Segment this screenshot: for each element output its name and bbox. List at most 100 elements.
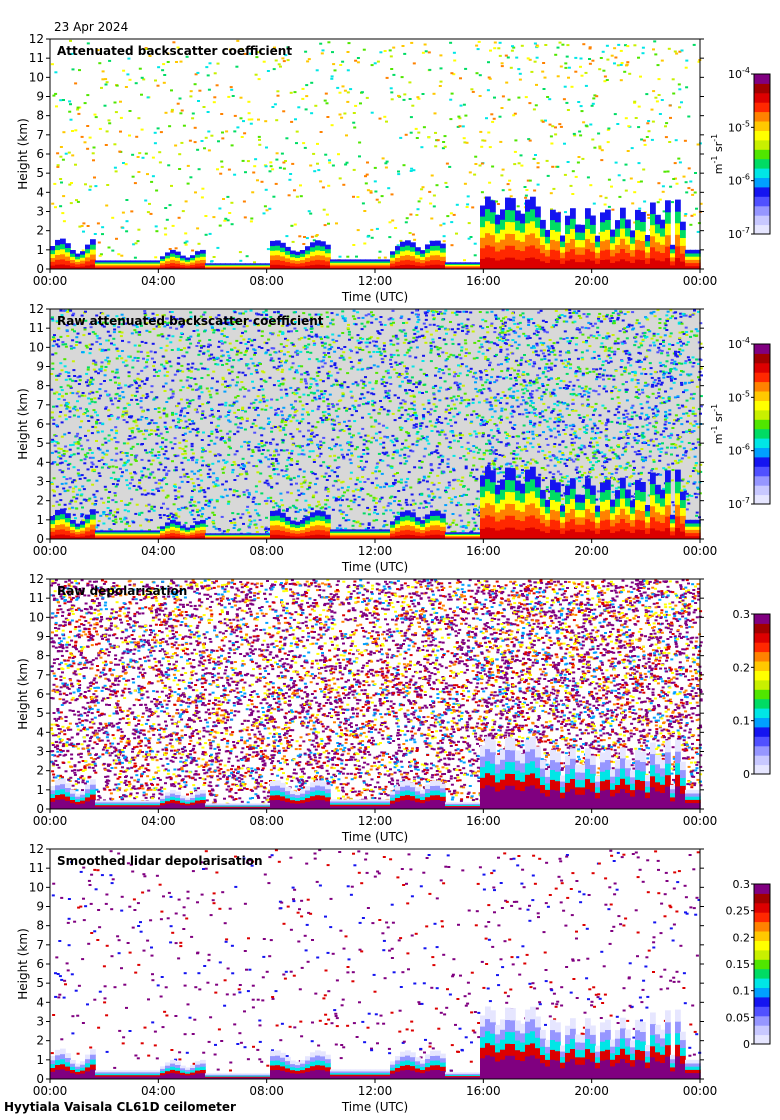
heatmap-cell xyxy=(143,366,147,369)
heatmap-cell xyxy=(293,321,297,323)
heatmap-cell xyxy=(510,233,516,246)
heatmap-cell xyxy=(351,382,355,385)
heatmap-cell xyxy=(662,210,666,213)
heatmap-cell xyxy=(178,153,182,156)
heatmap-cell xyxy=(285,250,291,255)
heatmap-cell xyxy=(399,136,403,139)
heatmap-cell xyxy=(157,66,161,69)
heatmap-cell xyxy=(214,363,218,366)
heatmap-cell xyxy=(311,450,315,453)
heatmap-cell xyxy=(175,251,181,255)
heatmap-cell xyxy=(280,525,286,531)
heatmap-cell xyxy=(125,536,131,538)
heatmap-cell xyxy=(75,253,81,257)
heatmap-cell xyxy=(104,441,108,444)
heatmap-cell xyxy=(367,401,370,403)
heatmap-cell xyxy=(200,513,204,516)
heatmap-cell xyxy=(90,343,94,346)
heatmap-cell xyxy=(332,383,336,386)
heatmap-cell xyxy=(675,245,681,258)
heatmap-cell xyxy=(159,445,163,448)
heatmap-cell xyxy=(61,343,65,346)
heatmap-cell xyxy=(100,361,104,364)
heatmap-cell xyxy=(310,235,314,238)
heatmap-cell xyxy=(125,263,131,266)
heatmap-cell xyxy=(275,519,281,526)
heatmap-cell xyxy=(207,505,211,508)
heatmap-cell xyxy=(215,430,219,433)
heatmap-cell xyxy=(85,530,91,536)
heatmap-cell xyxy=(317,500,320,503)
heatmap-cell xyxy=(271,320,275,322)
heatmap-cell xyxy=(216,363,220,366)
heatmap-cell xyxy=(130,266,136,268)
heatmap-cell xyxy=(175,263,181,267)
heatmap-cell xyxy=(158,416,162,419)
heatmap-cell xyxy=(275,240,281,246)
heatmap-cell xyxy=(273,450,277,453)
heatmap-cell xyxy=(276,414,280,417)
heatmap-cell xyxy=(254,490,258,493)
heatmap-cell xyxy=(309,377,313,380)
heatmap-cell xyxy=(221,437,224,440)
heatmap-cell xyxy=(178,168,182,170)
heatmap-cell xyxy=(574,56,578,59)
heatmap-cell xyxy=(560,263,566,270)
heatmap-cell xyxy=(196,329,200,332)
heatmap-cell xyxy=(250,455,254,457)
heatmap-cell xyxy=(165,415,169,418)
heatmap-cell xyxy=(285,265,291,270)
heatmap-cell xyxy=(291,435,295,438)
heatmap-cell xyxy=(315,477,319,480)
heatmap-cell xyxy=(352,494,356,497)
heatmap-cell xyxy=(363,210,367,212)
heatmap-cell xyxy=(588,46,592,49)
heatmap-cell xyxy=(339,510,343,513)
heatmap-cell xyxy=(55,534,61,540)
heatmap-cell xyxy=(113,478,117,481)
heatmap-cell xyxy=(450,244,454,247)
heatmap-cell xyxy=(90,514,96,520)
heatmap-cell xyxy=(264,120,268,123)
heatmap-cell xyxy=(145,451,149,454)
heatmap-cell xyxy=(245,509,249,512)
heatmap-cell xyxy=(232,401,236,404)
heatmap-cell xyxy=(168,311,172,313)
heatmap-cell xyxy=(86,368,90,371)
heatmap-cell xyxy=(265,536,271,538)
heatmap-cell xyxy=(311,472,315,475)
heatmap-cell xyxy=(95,261,101,264)
heatmap-cell xyxy=(305,261,311,266)
heatmap-cell xyxy=(533,60,537,63)
colorbar-swatch xyxy=(754,102,770,113)
heatmap-cell xyxy=(340,116,344,119)
heatmap-cell xyxy=(100,458,104,461)
heatmap-cell xyxy=(307,429,311,432)
heatmap-cell xyxy=(146,492,150,495)
heatmap-cell xyxy=(366,338,370,341)
heatmap-cell xyxy=(310,516,316,522)
heatmap-cell xyxy=(143,310,147,312)
heatmap-cell xyxy=(123,464,127,467)
heatmap-cell xyxy=(540,260,546,270)
heatmap-cell xyxy=(76,441,80,443)
heatmap-cell xyxy=(366,391,370,394)
heatmap-cell xyxy=(213,442,217,445)
heatmap-cell xyxy=(64,371,68,373)
heatmap-cell xyxy=(218,224,222,227)
heatmap-cell xyxy=(196,71,200,74)
heatmap-cell xyxy=(269,359,273,362)
heatmap-cell xyxy=(480,226,486,238)
heatmap-cell xyxy=(272,468,276,471)
heatmap-cell xyxy=(346,100,350,103)
heatmap-cell xyxy=(320,241,326,247)
heatmap-cell xyxy=(225,494,229,497)
heatmap-cell xyxy=(259,385,263,388)
heatmap-cell xyxy=(269,443,273,445)
heatmap-cell xyxy=(101,226,105,229)
heatmap-cell xyxy=(105,339,109,342)
heatmap-cell xyxy=(660,252,666,262)
heatmap-cell xyxy=(168,360,172,363)
heatmap-cell xyxy=(179,317,183,320)
heatmap-cell xyxy=(180,325,184,328)
